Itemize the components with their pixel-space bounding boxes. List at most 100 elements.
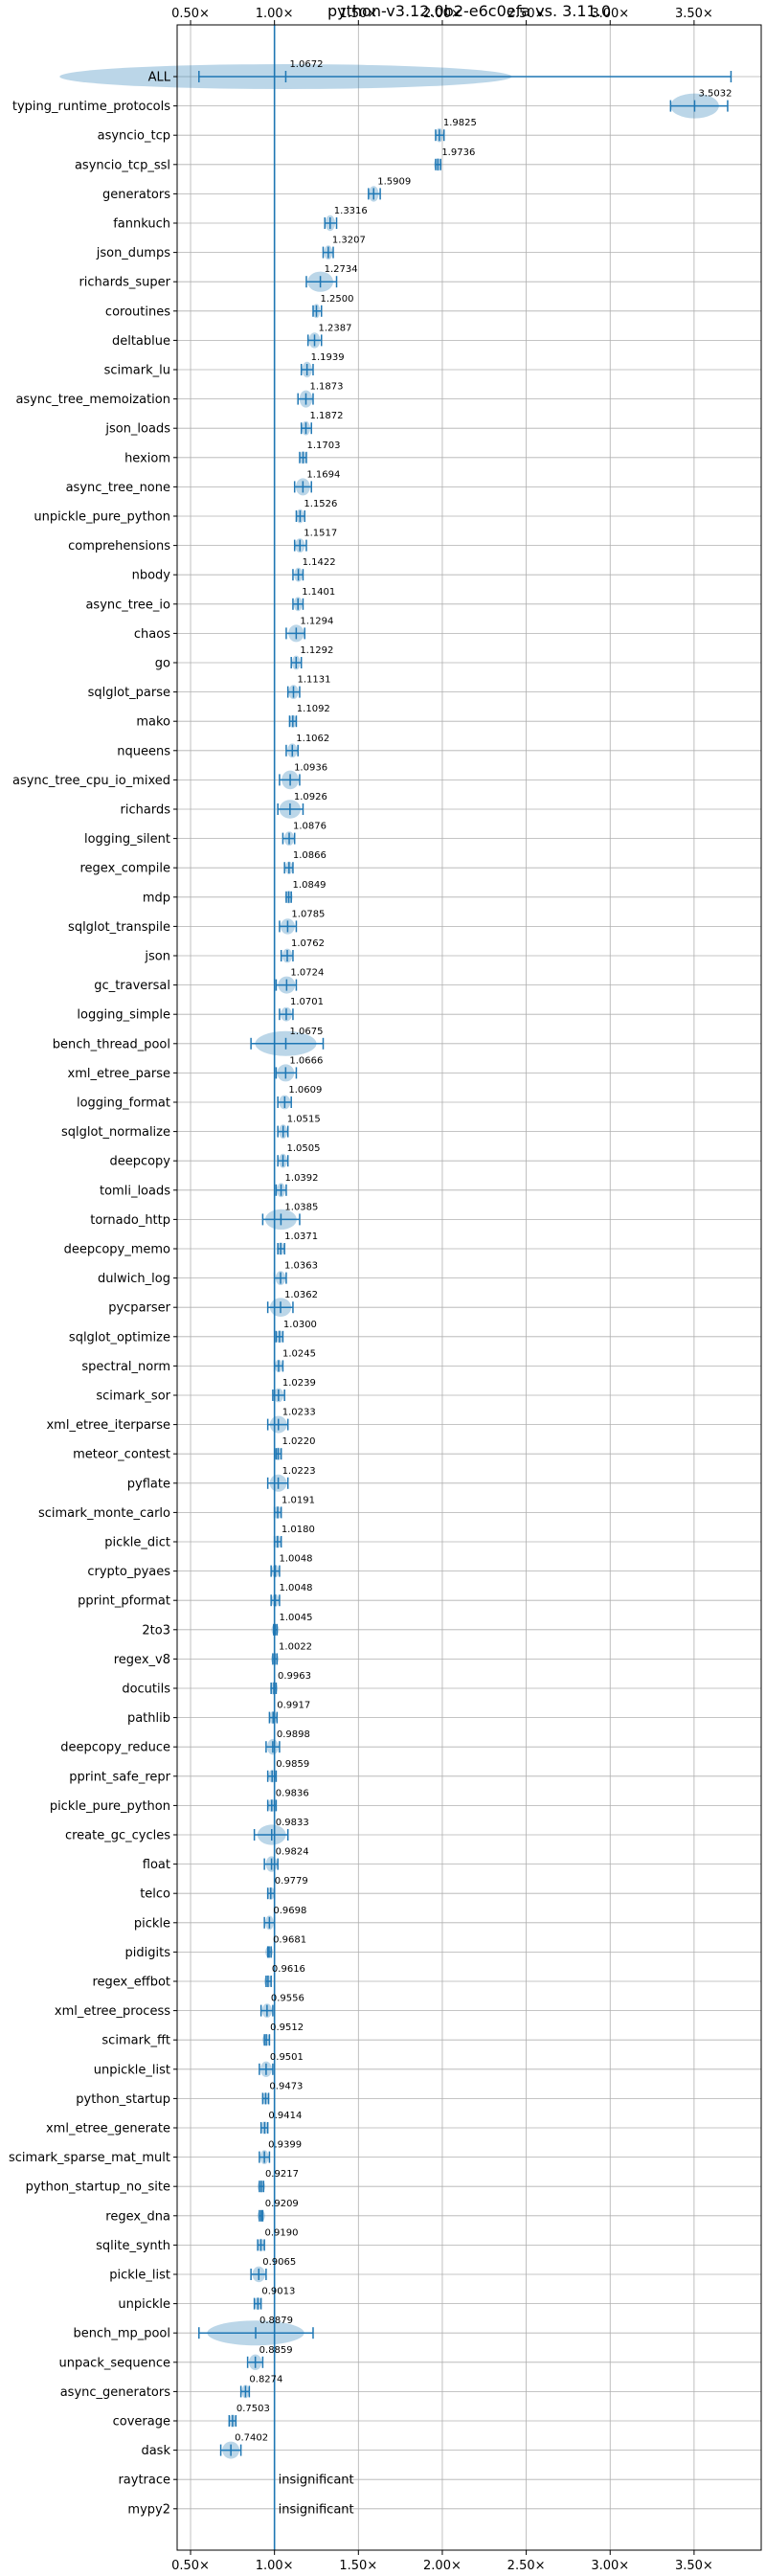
benchmark-label: logging_format <box>77 1096 170 1111</box>
data-label: 0.9898 <box>277 1729 310 1740</box>
benchmark-label: unpickle <box>118 2297 170 2312</box>
data-label: 0.9190 <box>264 2227 298 2238</box>
benchmark-label: async_tree_io <box>85 598 170 612</box>
benchmark-label: pidigits <box>125 1946 171 1960</box>
benchmark-label: bench_mp_pool <box>73 2327 170 2341</box>
data-label: 1.1526 <box>304 499 337 509</box>
x-tick-label-bottom: 3.00× <box>591 2559 629 2573</box>
data-label: 0.9698 <box>273 1906 306 1916</box>
data-label: 0.7402 <box>235 2433 268 2444</box>
benchmark-label: 2to3 <box>142 1623 170 1638</box>
data-label: 1.1292 <box>300 645 333 656</box>
data-label: 1.0385 <box>284 1202 318 1212</box>
data-label: 0.9013 <box>261 2287 295 2297</box>
data-label: 0.9414 <box>268 2111 302 2121</box>
data-label: 1.0362 <box>284 1290 318 1300</box>
benchmark-label: meteor_contest <box>73 1448 170 1462</box>
benchmark-label: python_startup <box>76 2092 170 2107</box>
benchmark-label: regex_v8 <box>114 1653 170 1667</box>
x-tick-label-bottom: 2.00× <box>423 2559 462 2573</box>
benchmark-label: deltablue <box>112 334 170 349</box>
x-tick-label-top: 1.00× <box>256 7 294 21</box>
data-label: 1.0866 <box>293 850 327 861</box>
label-layer: ALL 1.0672 typing_runtime_protocols 3.5032 a… <box>9 59 732 2517</box>
benchmark-label: richards <box>121 803 171 818</box>
benchmark-label: pathlib <box>127 1711 170 1726</box>
data-label: 1.0239 <box>282 1378 316 1389</box>
x-tick-label-top: 3.50× <box>675 7 713 21</box>
data-label: 1.9736 <box>441 147 475 158</box>
x-tick-label-top: 0.50× <box>171 7 210 21</box>
benchmark-label: async_tree_cpu_io_mixed <box>12 774 170 788</box>
data-label: 0.9859 <box>276 1759 309 1770</box>
benchmark-label: spectral_norm <box>81 1360 170 1374</box>
data-label: 0.9779 <box>275 1876 308 1887</box>
benchmark-label: json_dumps <box>96 246 170 260</box>
benchmark-label: crypto_pyaes <box>87 1565 170 1579</box>
data-label: 1.3316 <box>334 206 368 216</box>
benchmark-label: scimark_sparse_mat_mult <box>9 2151 170 2165</box>
data-label: 1.1703 <box>307 441 341 451</box>
data-label: 1.1939 <box>311 352 345 363</box>
benchmark-label: gc_traversal <box>94 979 170 993</box>
benchmark-label: python_startup_no_site <box>26 2181 170 2195</box>
benchmark-label: tornado_http <box>90 1213 170 1228</box>
data-label: 1.1092 <box>297 704 330 714</box>
data-label: 1.0675 <box>289 1027 323 1037</box>
benchmark-label: logging_silent <box>84 832 170 847</box>
data-label: 1.0045 <box>279 1613 312 1623</box>
data-label: 1.0936 <box>294 762 327 773</box>
benchmark-label: sqlglot_transpile <box>68 920 170 935</box>
data-label: 3.5032 <box>698 89 732 100</box>
benchmark-label: ALL <box>148 71 171 85</box>
data-label: 1.1873 <box>309 382 343 393</box>
data-label: 1.0849 <box>293 880 327 891</box>
data-label: 0.9501 <box>270 2052 304 2063</box>
benchmark-label: unpickle_pure_python <box>34 510 170 525</box>
data-label: 1.0300 <box>283 1320 317 1330</box>
data-label: 1.2387 <box>319 323 352 333</box>
benchmark-label: regex_effbot <box>92 1976 170 1990</box>
data-label: 1.2500 <box>320 294 353 305</box>
benchmark-label: pickle_pure_python <box>50 1799 170 1814</box>
data-label: 1.0048 <box>280 1554 313 1565</box>
benchmark-label: scimark_lu <box>104 364 170 378</box>
benchmark-label: pprint_safe_repr <box>69 1770 170 1784</box>
data-label: 1.0701 <box>290 997 324 1007</box>
data-label: 0.9833 <box>276 1818 309 1828</box>
benchmark-label: float <box>143 1858 170 1872</box>
benchmark-label: json_loads <box>104 422 170 437</box>
data-label: 1.1517 <box>304 529 337 539</box>
benchmark-label: deepcopy_reduce <box>60 1741 170 1755</box>
benchmark-label: async_tree_memoization <box>15 393 170 407</box>
data-label: 1.1062 <box>296 734 329 744</box>
x-tick-label-bottom: 1.00× <box>256 2559 294 2573</box>
benchmark-label: pyflate <box>127 1477 170 1491</box>
data-label: 1.0515 <box>287 1115 321 1125</box>
data-label: 0.8859 <box>259 2345 293 2356</box>
benchmark-label: mypy2 <box>127 2502 170 2517</box>
x-tick-label-bottom: 3.50× <box>675 2559 713 2573</box>
benchmark-label: scimark_sor <box>96 1390 170 1404</box>
x-tick-label-top: 2.50× <box>507 7 546 21</box>
benchmark-label: sqlglot_normalize <box>61 1125 170 1140</box>
data-label: 0.9836 <box>276 1788 309 1798</box>
data-label: 0.9556 <box>271 1994 304 2004</box>
benchmark-label: xml_etree_parse <box>68 1067 170 1081</box>
x-tick-label-top: 3.00× <box>591 7 629 21</box>
benchmark-label: sqlglot_optimize <box>69 1330 170 1344</box>
data-label: 1.2734 <box>325 264 358 275</box>
benchmark-label: dask <box>141 2444 170 2458</box>
benchmark-label: dulwich_log <box>98 1272 170 1286</box>
benchmark-label: coverage <box>113 2415 170 2429</box>
benchmark-label: generators <box>102 188 170 202</box>
data-label: 0.9473 <box>269 2081 303 2091</box>
data-label: 1.0926 <box>294 792 327 802</box>
benchmark-label: create_gc_cycles <box>65 1829 170 1843</box>
benchmark-label: scimark_fft <box>101 2034 170 2048</box>
benchmark-label: comprehensions <box>68 539 170 554</box>
data-label: 0.8879 <box>259 2316 293 2326</box>
data-label: 1.0022 <box>279 1641 312 1652</box>
data-label: 1.0223 <box>282 1466 316 1477</box>
benchmark-label: pickle_list <box>109 2269 170 2283</box>
